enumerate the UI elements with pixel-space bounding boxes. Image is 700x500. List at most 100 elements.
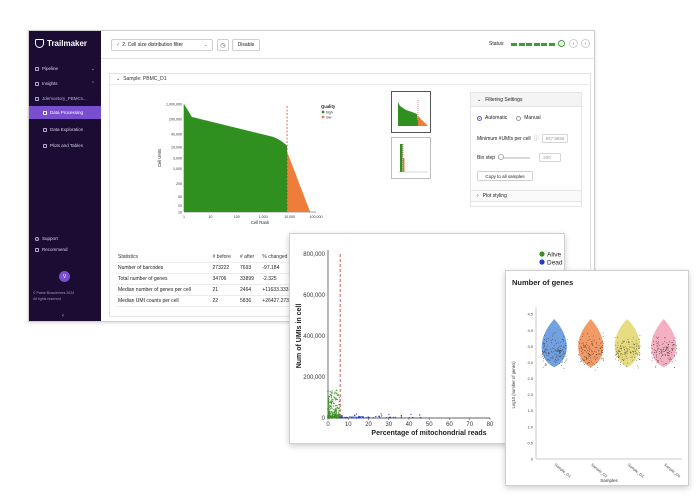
point-alive xyxy=(335,413,337,415)
point-alive xyxy=(328,417,330,419)
jitter-point xyxy=(657,360,658,361)
jitter-point xyxy=(621,353,623,354)
sidebar-item-data-exploration[interactable]: Data Exploration xyxy=(29,123,101,136)
point-alive xyxy=(329,391,331,393)
sidebar-item-project[interactable]: Jdemostory_PBMCs... xyxy=(29,92,101,105)
jitter-point xyxy=(628,341,630,342)
manual-radio[interactable] xyxy=(516,115,522,121)
jitter-point xyxy=(653,341,654,343)
sidebar-item-data-processing[interactable]: Data Processing xyxy=(29,106,101,119)
copy-to-all-samples-button[interactable]: Copy to all samples xyxy=(477,171,533,181)
sidebar-item-insights[interactable]: Insights ⌃ xyxy=(29,77,101,90)
previous-step-button[interactable]: ‹ xyxy=(569,39,578,48)
bin-step-input[interactable]: 200 xyxy=(539,153,562,162)
sidebar-item-support[interactable]: Support xyxy=(29,232,101,245)
jitter-point xyxy=(625,346,626,347)
jitter-point xyxy=(559,356,560,357)
jitter-point xyxy=(563,340,564,342)
jitter-point xyxy=(545,363,546,365)
point-alive xyxy=(336,404,338,407)
jitter-point xyxy=(551,342,552,344)
bin-step-slider[interactable] xyxy=(498,153,531,160)
jitter-point xyxy=(586,363,588,365)
jitter-point xyxy=(658,347,660,349)
collapse-sidebar-icon[interactable]: ‹ xyxy=(62,313,64,319)
jitter-point xyxy=(667,344,669,346)
jitter-point xyxy=(556,357,558,358)
sidebar-item-plots-and-tables[interactable]: Plots and Tables xyxy=(29,139,101,152)
jitter-point xyxy=(542,366,544,368)
jitter-point xyxy=(625,352,627,354)
jitter-point xyxy=(626,365,627,367)
jitter-point xyxy=(630,352,632,354)
point-alive xyxy=(328,399,330,401)
min-umis-input[interactable]: 837.8695 xyxy=(541,134,568,143)
jitter-point xyxy=(587,333,588,334)
disable-button[interactable]: Disable xyxy=(232,39,260,51)
next-step-button[interactable]: › xyxy=(581,39,590,48)
jitter-point xyxy=(586,358,587,360)
jitter-point xyxy=(661,351,662,353)
jitter-point xyxy=(583,333,584,335)
point-dead xyxy=(352,416,354,418)
automatic-radio[interactable] xyxy=(477,115,482,121)
point-dead xyxy=(388,413,390,416)
jitter-point xyxy=(592,344,593,346)
jitter-point xyxy=(669,359,671,360)
jitter-point xyxy=(672,361,673,363)
column-header: % changed xyxy=(260,252,298,263)
point-alive xyxy=(338,416,340,418)
jitter-point xyxy=(580,339,581,340)
jitter-point xyxy=(585,345,586,347)
sample-header[interactable]: ⌄ Sample: PBMC_D1 xyxy=(110,74,590,85)
point-alive xyxy=(335,417,338,419)
step-select[interactable]: ✓ 2. Cell size distribution filter ⌄ xyxy=(111,39,213,51)
help-icon xyxy=(35,236,39,241)
jitter-point xyxy=(628,341,629,343)
jitter-point xyxy=(543,347,544,348)
jitter-point xyxy=(548,353,549,354)
mito-scatter-plot: 0 10 20 30 40 50 60 70 80 0 200,000 400,000 600,000 8… xyxy=(296,250,563,437)
jitter-point xyxy=(564,362,565,363)
jitter-point xyxy=(554,350,556,351)
thumbnail-knee-plot[interactable] xyxy=(391,91,431,133)
x-axis-label: Cell Rank xyxy=(251,220,270,225)
jitter-point xyxy=(585,358,587,360)
sidebar-item-pipeline[interactable]: Pipeline ⌄ xyxy=(29,62,101,75)
point-alive xyxy=(331,412,334,415)
jitter-point xyxy=(565,342,567,344)
info-button[interactable]: ◷ xyxy=(217,39,229,51)
point-alive xyxy=(329,416,332,418)
jitter-point xyxy=(545,352,546,354)
plot-styling-header[interactable]: › Plot styling xyxy=(471,190,581,202)
jitter-point xyxy=(664,337,665,339)
jitter-point xyxy=(563,351,564,353)
slider-handle[interactable] xyxy=(498,153,505,160)
jitter-point xyxy=(657,337,658,339)
jitter-point xyxy=(543,345,545,347)
sidebar-item-recommend[interactable]: Recommend xyxy=(29,243,101,256)
point-dead xyxy=(385,417,388,419)
jitter-point xyxy=(638,347,639,349)
avatar[interactable]: V xyxy=(59,271,70,282)
point-dead xyxy=(349,416,351,418)
jitter-point xyxy=(580,361,581,362)
sidebar-item-label: Support xyxy=(42,236,58,241)
jitter-point xyxy=(587,353,589,354)
pipeline-icon xyxy=(35,66,39,71)
jitter-point xyxy=(657,349,658,351)
jitter-point xyxy=(668,344,669,345)
jitter-point xyxy=(602,352,603,353)
point-dead xyxy=(408,417,410,419)
thumbnail-histogram[interactable] xyxy=(391,137,431,179)
jitter-point xyxy=(601,352,603,353)
logo[interactable]: Trailmaker xyxy=(35,39,87,48)
jitter-point xyxy=(566,358,568,360)
jitter-point xyxy=(627,348,629,350)
jitter-point xyxy=(633,343,634,345)
filtering-settings-header[interactable]: ⌄ Filtering Settings xyxy=(471,93,581,107)
jitter-point xyxy=(663,354,665,356)
jitter-point xyxy=(563,368,565,369)
jitter-point xyxy=(592,363,594,365)
jitter-point xyxy=(654,350,656,351)
